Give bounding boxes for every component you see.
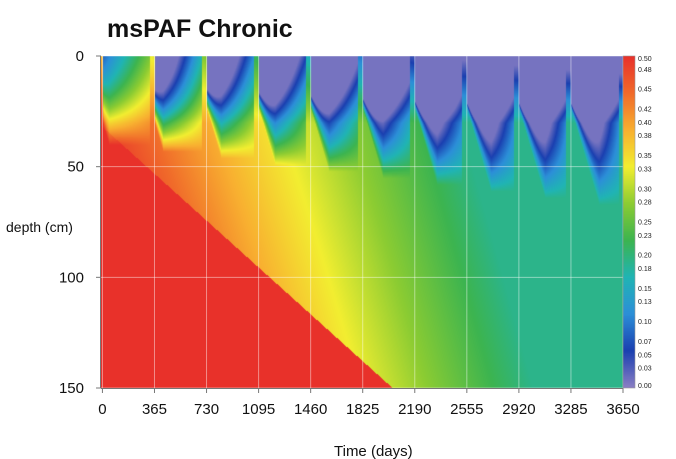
colorbar-tick-label: 0.18 bbox=[638, 266, 652, 273]
colorbar-tick-label: 0.35 bbox=[638, 153, 652, 160]
plot-area bbox=[101, 56, 623, 388]
colorbar-tick-label: 0.20 bbox=[638, 253, 652, 260]
colorbar-tick-label: 0.38 bbox=[638, 133, 652, 140]
colorbar-ticks: 0.00 0.03 0.05 0.07 0.10 0.13 0.15 0.18 0.20 0.23… bbox=[638, 56, 652, 390]
y-tick-label: 50 bbox=[67, 159, 84, 176]
x-tick-label: 730 bbox=[194, 401, 219, 418]
y-axis-label: depth (cm) bbox=[6, 219, 73, 235]
y-tick-label: 100 bbox=[59, 269, 84, 286]
colorbar-tick-label: 0.25 bbox=[638, 220, 652, 227]
x-tick-label: 1825 bbox=[346, 401, 379, 418]
colorbar-tick-label: 0.10 bbox=[638, 319, 652, 326]
x-tick-label: 2190 bbox=[398, 401, 431, 418]
colorbar-tick-label: 0.15 bbox=[638, 286, 652, 293]
heatmap-field bbox=[101, 56, 623, 388]
x-tick-label: 365 bbox=[142, 401, 167, 418]
chart-title: msPAF Chronic bbox=[107, 15, 293, 43]
x-tick-label: 2920 bbox=[502, 401, 535, 418]
x-tick-label: 2555 bbox=[450, 401, 483, 418]
x-axis-label: Time (days) bbox=[334, 443, 413, 459]
x-tick-label: 1460 bbox=[294, 401, 327, 418]
x-tick-label: 3650 bbox=[606, 401, 639, 418]
x-tick-label: 0 bbox=[98, 401, 106, 418]
colorbar-tick-label: 0.45 bbox=[638, 87, 652, 94]
colorbar-tick-label: 0.07 bbox=[638, 339, 652, 346]
x-axis: 0 365 730 1095 1460 1825 2190 2555 2920 3285 3650 bbox=[98, 388, 640, 418]
x-tick-label: 3285 bbox=[554, 401, 587, 418]
colorbar-tick-label: 0.42 bbox=[638, 107, 652, 114]
colorbar-frame bbox=[622, 55, 636, 389]
y-tick-label: 0 bbox=[76, 48, 84, 65]
colorbar-tick-label: 0.30 bbox=[638, 186, 652, 193]
colorbar-gradient bbox=[623, 56, 635, 388]
colorbar-tick-label: 0.50 bbox=[638, 56, 652, 63]
x-tick-label: 1095 bbox=[242, 401, 275, 418]
colorbar-tick-label: 0.33 bbox=[638, 166, 652, 173]
colorbar-tick-label: 0.48 bbox=[638, 67, 652, 74]
colorbar: 0.00 0.03 0.05 0.07 0.10 0.13 0.15 0.18 0.20 0.23… bbox=[622, 55, 652, 390]
colorbar-tick-label: 0.13 bbox=[638, 299, 652, 306]
colorbar-tick-label: 0.00 bbox=[638, 383, 652, 390]
colorbar-tick-label: 0.03 bbox=[638, 366, 652, 373]
colorbar-tick-label: 0.28 bbox=[638, 200, 652, 207]
colorbar-tick-label: 0.40 bbox=[638, 120, 652, 127]
y-axis: 0 50 100 150 bbox=[59, 48, 101, 397]
colorbar-tick-label: 0.23 bbox=[638, 233, 652, 240]
colorbar-tick-label: 0.05 bbox=[638, 352, 652, 359]
y-tick-label: 150 bbox=[59, 380, 84, 397]
